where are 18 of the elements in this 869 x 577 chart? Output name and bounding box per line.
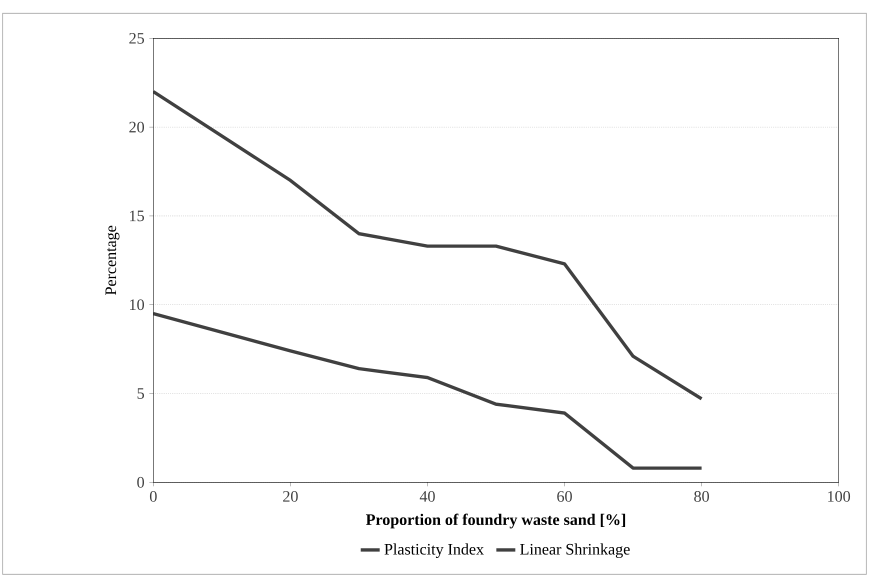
y-axis-title: Percentage	[106, 226, 120, 295]
x-tick-label: 0	[150, 491, 157, 502]
x-tick-label: 20	[283, 491, 298, 502]
line-series	[153, 312, 704, 470]
legend-label: Plasticity Index	[384, 543, 484, 558]
x-tick-label: 80	[694, 491, 709, 502]
line-series	[153, 90, 704, 401]
legend-label: Linear Shrinkage	[520, 543, 630, 558]
y-tick-label: 20	[129, 122, 144, 133]
x-axis-title: Proportion of foundry waste sand [%]	[366, 514, 626, 528]
x-tick-label: 40	[420, 491, 435, 502]
x-tick-label: 60	[557, 491, 572, 502]
y-tick-label: 15	[130, 210, 144, 222]
y-tick-label: 10	[130, 299, 144, 310]
y-tick-label: 25	[129, 32, 144, 44]
y-tick-label: 5	[138, 388, 144, 399]
y-tick-label: 0	[137, 476, 144, 488]
x-tick-label: 100	[828, 491, 850, 502]
